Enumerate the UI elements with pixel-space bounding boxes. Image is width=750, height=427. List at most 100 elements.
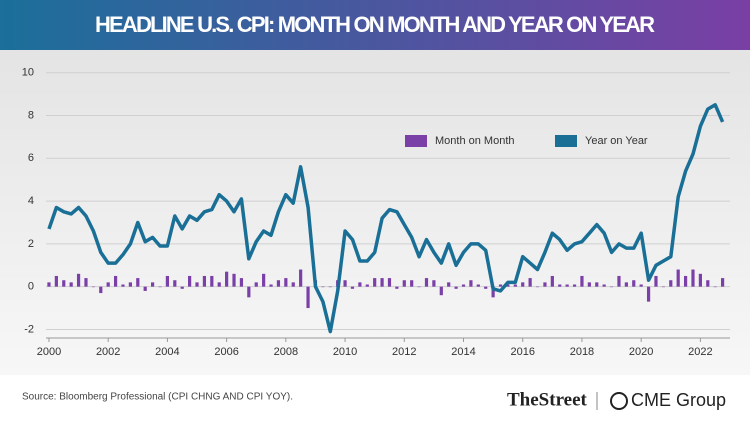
- bar: [387, 278, 392, 287]
- bar: [225, 271, 229, 287]
- x-tick-label: 2018: [570, 346, 594, 358]
- bar: [498, 284, 503, 287]
- bar: [217, 282, 221, 287]
- bar: [358, 282, 362, 287]
- bar: [513, 284, 517, 287]
- bar: [432, 280, 436, 287]
- bar: [491, 286, 495, 298]
- bar: [461, 284, 466, 287]
- bar: [669, 280, 673, 287]
- x-tick-label: 2010: [333, 346, 357, 358]
- bar: [136, 278, 140, 287]
- bar: [195, 282, 199, 287]
- line: [47, 103, 725, 334]
- bar: [587, 282, 591, 287]
- x-tick-label: 2022: [688, 346, 712, 358]
- y-tick-label: 6: [28, 152, 34, 164]
- bar: [661, 286, 665, 288]
- plot-background: [0, 50, 750, 375]
- bar: [284, 278, 288, 287]
- bar: [713, 286, 717, 288]
- bar: [188, 275, 192, 287]
- bar: [328, 286, 332, 288]
- bar: [373, 278, 377, 287]
- bar: [343, 280, 347, 287]
- bar: [691, 269, 695, 287]
- bar: [47, 282, 51, 287]
- bar: [410, 280, 414, 287]
- bar: [380, 278, 384, 287]
- bar: [321, 286, 325, 288]
- brand-thestreet: TheStreet: [507, 389, 588, 410]
- bar: [121, 284, 125, 287]
- bar: [535, 286, 540, 288]
- bar: [624, 282, 628, 287]
- bar: [706, 280, 710, 287]
- bar: [84, 278, 88, 287]
- bar: [143, 286, 147, 291]
- bar: [683, 275, 688, 287]
- bar: [550, 275, 554, 287]
- bar: [558, 284, 562, 287]
- bar: [150, 282, 155, 287]
- legend-swatch: [555, 135, 577, 147]
- bar: [99, 286, 103, 294]
- bar: [417, 286, 421, 288]
- bar: [106, 282, 110, 287]
- bar: [173, 280, 177, 287]
- x-tick-label: 2004: [155, 346, 179, 358]
- bar: [580, 275, 584, 287]
- x-tick-label: 2000: [37, 346, 61, 358]
- bar: [454, 286, 458, 289]
- bar: [165, 275, 170, 287]
- y-tick-label: 2: [28, 238, 34, 250]
- bar: [484, 286, 488, 289]
- bar: [247, 286, 251, 298]
- bar: [299, 269, 303, 287]
- x-tick-label: 2014: [451, 346, 475, 358]
- bar: [646, 286, 651, 302]
- bar: [232, 273, 236, 287]
- x-tick-label: 2008: [274, 346, 298, 358]
- bar: [595, 282, 599, 287]
- bar: [69, 282, 73, 287]
- bar: [609, 286, 614, 288]
- bar: [180, 286, 184, 289]
- bar: [291, 282, 295, 287]
- bar: [54, 275, 58, 287]
- y-tick-label: 10: [22, 67, 34, 79]
- brand-cme: CME Group: [631, 390, 726, 410]
- bar: [91, 286, 95, 288]
- bar: [395, 286, 399, 289]
- y-tick-label: 4: [28, 195, 34, 207]
- bar: [543, 282, 547, 287]
- bar: [158, 286, 162, 288]
- y-tick-label: 8: [28, 109, 34, 121]
- y-tick-label: -2: [24, 323, 34, 335]
- legend-label: Month on Month: [435, 135, 515, 147]
- bar: [276, 280, 281, 287]
- bar: [602, 284, 606, 287]
- bar: [521, 282, 525, 287]
- bar: [239, 278, 244, 287]
- bar: [447, 282, 451, 287]
- bar: [632, 280, 636, 287]
- bar: [469, 280, 473, 287]
- bar: [528, 278, 532, 287]
- bar: [128, 282, 132, 287]
- bar: [306, 286, 310, 309]
- bar: [439, 286, 443, 296]
- bar: [402, 280, 406, 287]
- bar: [113, 275, 118, 287]
- bar: [720, 278, 725, 287]
- bar: [262, 273, 266, 287]
- bar: [572, 284, 577, 287]
- header: [0, 0, 750, 50]
- y-tick-label: 0: [28, 281, 34, 293]
- bar: [654, 275, 658, 287]
- bar: [202, 275, 207, 287]
- legend-swatch: [405, 135, 427, 147]
- x-tick-label: 2020: [629, 346, 653, 358]
- bar: [639, 284, 643, 287]
